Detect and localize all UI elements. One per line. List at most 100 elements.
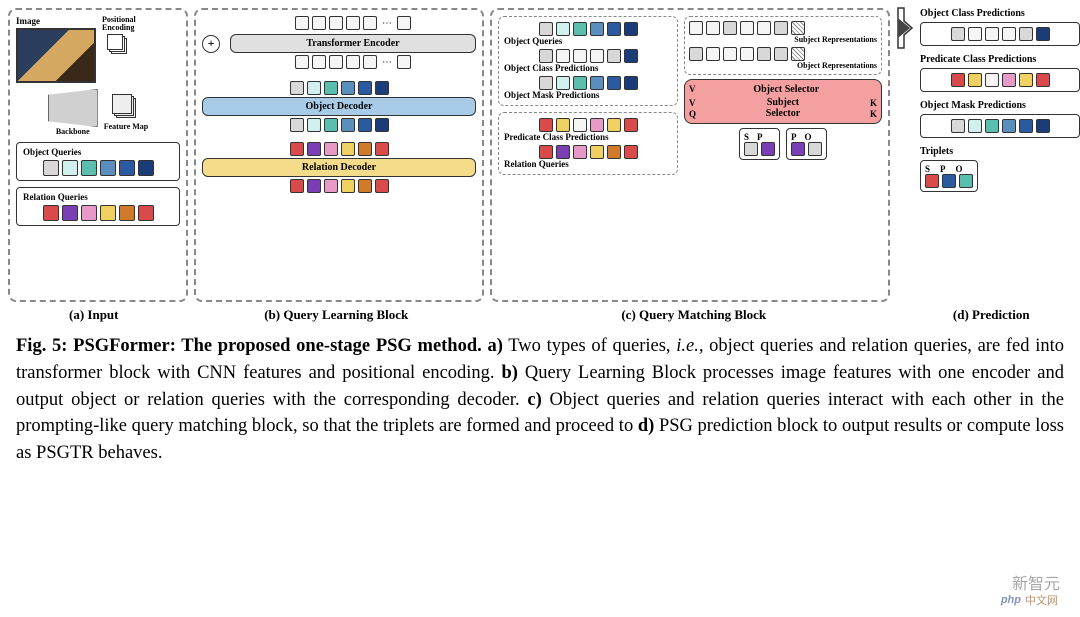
- token: [791, 47, 805, 61]
- token: [290, 118, 304, 132]
- object-queries-label: Object Queries: [23, 147, 173, 157]
- token: [324, 81, 338, 95]
- token: [590, 118, 604, 132]
- token: [307, 142, 321, 156]
- token: [1036, 119, 1050, 133]
- input-image: [16, 28, 96, 83]
- token: [539, 76, 553, 90]
- token: [607, 49, 621, 63]
- obj-class-pred-d: Object Class Predictions: [920, 8, 1080, 46]
- token: [363, 16, 377, 30]
- caption-a-bold: a): [487, 336, 502, 356]
- token: [968, 73, 982, 87]
- triplet-po-card: PO: [786, 128, 827, 160]
- token: [1036, 27, 1050, 41]
- token: [556, 49, 570, 63]
- object-selector-label: Object Selector: [753, 84, 819, 95]
- triplets-d: Triplets SPO: [920, 146, 1080, 202]
- K-label-2: K: [870, 109, 877, 119]
- token: [624, 118, 638, 132]
- token: [573, 49, 587, 63]
- relation-queries-box: Relation Queries: [16, 187, 180, 226]
- label-a: (a) Input: [4, 307, 184, 323]
- label-c: (c) Query Matching Block: [489, 307, 899, 323]
- token: [556, 118, 570, 132]
- obj-mask-pred-d: Object Mask Predictions: [920, 100, 1080, 138]
- feature-map-label: Feature Map: [104, 122, 149, 131]
- obj-repr-label: Object Representations: [689, 61, 877, 70]
- subj-repr-label: Subject Representations: [689, 35, 877, 44]
- panel-query-learning: + ⋯ Transformer Encoder ⋯ Object Decoder…: [194, 8, 484, 302]
- token: [43, 160, 59, 176]
- token: [942, 174, 956, 188]
- token: [375, 179, 389, 193]
- token: [62, 160, 78, 176]
- panel-query-matching: Object Queries Object Class Predictions …: [490, 8, 890, 302]
- arrow-right-icon: [896, 8, 914, 48]
- object-decoder: Object Decoder: [202, 97, 476, 116]
- panel-prediction: Object Class Predictions Predicate Class…: [920, 8, 1080, 302]
- token: [539, 145, 553, 159]
- token: [556, 76, 570, 90]
- label-d: (d) Prediction: [906, 307, 1076, 323]
- token: [573, 118, 587, 132]
- token: [624, 76, 638, 90]
- token: [959, 174, 973, 188]
- token: [624, 49, 638, 63]
- token: [590, 76, 604, 90]
- token: [774, 47, 788, 61]
- token: [1002, 119, 1016, 133]
- token: [556, 22, 570, 36]
- label-b: (b) Query Learning Block: [191, 307, 481, 323]
- token: [341, 179, 355, 193]
- token: [689, 47, 703, 61]
- transformer-encoder: Transformer Encoder: [230, 34, 476, 53]
- token: [607, 118, 621, 132]
- token: [358, 142, 372, 156]
- token: [761, 142, 775, 156]
- plus-icon: +: [202, 35, 220, 53]
- token: [740, 21, 754, 35]
- token: [324, 118, 338, 132]
- token: [590, 22, 604, 36]
- token: [295, 55, 309, 69]
- token: [539, 118, 553, 132]
- K-label-1: K: [870, 98, 877, 108]
- caption-d-bold: d): [638, 416, 654, 436]
- token: [81, 205, 97, 221]
- object-queries-box: Object Queries: [16, 142, 180, 181]
- token: [329, 55, 343, 69]
- token: [1019, 27, 1033, 41]
- representation-group: Subject Representations Object Represent…: [684, 16, 882, 75]
- token: [119, 205, 135, 221]
- token: [1019, 73, 1033, 87]
- token: [341, 81, 355, 95]
- pred-class-pred-d: Predicate Class Predictions: [920, 54, 1080, 92]
- token: [723, 47, 737, 61]
- token: [100, 205, 116, 221]
- token: [43, 205, 59, 221]
- token: [290, 179, 304, 193]
- token: [138, 205, 154, 221]
- token: [925, 174, 939, 188]
- token: [706, 47, 720, 61]
- relation-queries-label: Relation Queries: [23, 192, 173, 202]
- token: [375, 118, 389, 132]
- token: [791, 142, 805, 156]
- token: [624, 145, 638, 159]
- token: [774, 21, 788, 35]
- token: [539, 22, 553, 36]
- obj-class-c-label: Object Class Predictions: [504, 63, 672, 73]
- token: [791, 21, 805, 35]
- token: [138, 160, 154, 176]
- token: [985, 27, 999, 41]
- token: [81, 160, 97, 176]
- obj-queries-c-label: Object Queries: [504, 36, 672, 46]
- token: [312, 16, 326, 30]
- V-label-1: V: [689, 84, 696, 95]
- token: [312, 55, 326, 69]
- token: [951, 27, 965, 41]
- token: [951, 119, 965, 133]
- caption-c-bold: c): [527, 390, 541, 410]
- token: [689, 21, 703, 35]
